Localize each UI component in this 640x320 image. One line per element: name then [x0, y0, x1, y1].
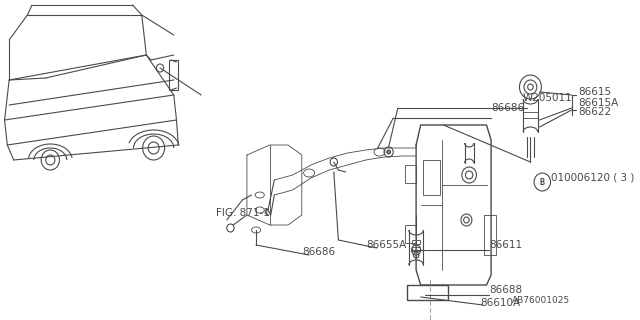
Text: 86688: 86688: [489, 285, 522, 295]
Bar: [169, 60, 179, 90]
Text: 86610A: 86610A: [480, 298, 520, 308]
Bar: [412, 247, 420, 251]
Text: AB76001025: AB76001025: [512, 296, 570, 305]
Text: 86686: 86686: [491, 103, 524, 113]
Text: 86622: 86622: [578, 107, 611, 117]
Bar: [405, 225, 416, 243]
Circle shape: [534, 173, 550, 191]
Bar: [412, 240, 420, 244]
Bar: [405, 165, 416, 183]
Text: B: B: [540, 178, 545, 187]
Text: 010006120 ( 3 ): 010006120 ( 3 ): [552, 172, 635, 182]
Text: 86615: 86615: [578, 87, 611, 97]
Text: 86655A: 86655A: [366, 240, 406, 250]
Bar: [424, 160, 440, 195]
Bar: [523, 112, 538, 118]
Circle shape: [387, 150, 390, 154]
Text: 86611: 86611: [489, 240, 522, 250]
Text: W205011: W205011: [522, 93, 572, 103]
Text: 86615A: 86615A: [578, 98, 618, 108]
Text: 86686: 86686: [302, 247, 335, 257]
Text: FIG. 871-1: FIG. 871-1: [216, 208, 269, 218]
Bar: [407, 285, 448, 300]
